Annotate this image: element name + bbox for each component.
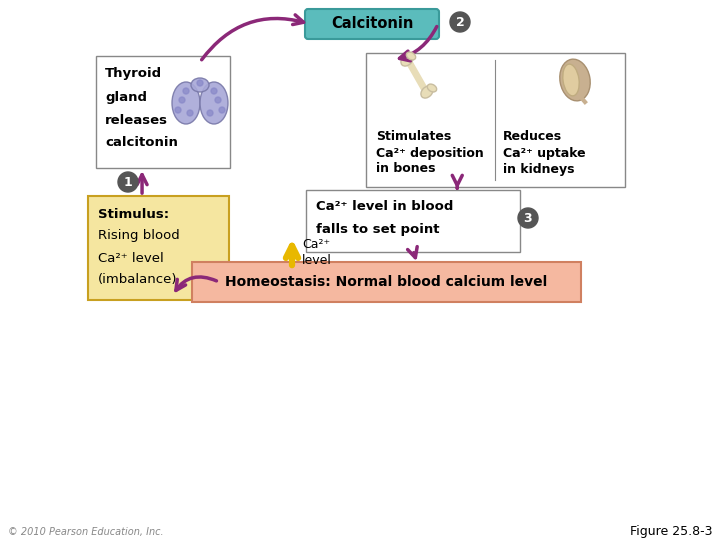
- Ellipse shape: [406, 52, 415, 60]
- Ellipse shape: [172, 82, 200, 124]
- Circle shape: [187, 110, 193, 116]
- Text: Homeostasis: Normal blood calcium level: Homeostasis: Normal blood calcium level: [225, 275, 548, 289]
- Text: releases: releases: [105, 113, 168, 126]
- Text: Ca²⁺ uptake: Ca²⁺ uptake: [503, 146, 585, 159]
- FancyBboxPatch shape: [366, 53, 625, 187]
- Circle shape: [183, 88, 189, 94]
- FancyBboxPatch shape: [306, 190, 520, 252]
- Circle shape: [518, 208, 538, 228]
- FancyBboxPatch shape: [305, 9, 439, 39]
- Ellipse shape: [428, 84, 436, 92]
- Text: Ca²⁺ deposition: Ca²⁺ deposition: [376, 146, 484, 159]
- Text: Ca²⁺ level in blood: Ca²⁺ level in blood: [316, 200, 454, 213]
- Circle shape: [207, 110, 213, 116]
- Circle shape: [175, 107, 181, 113]
- Text: Rising blood: Rising blood: [98, 230, 180, 242]
- Text: gland: gland: [105, 91, 147, 104]
- Circle shape: [219, 107, 225, 113]
- Text: calcitonin: calcitonin: [105, 137, 178, 150]
- Ellipse shape: [563, 64, 579, 96]
- FancyBboxPatch shape: [96, 56, 230, 168]
- Text: Stimulus:: Stimulus:: [98, 207, 169, 220]
- FancyBboxPatch shape: [88, 196, 229, 300]
- Text: 2: 2: [456, 16, 464, 29]
- Circle shape: [197, 80, 203, 86]
- Text: in bones: in bones: [376, 163, 436, 176]
- Text: 3: 3: [523, 212, 532, 225]
- Text: Reduces: Reduces: [503, 131, 562, 144]
- Ellipse shape: [559, 59, 590, 101]
- Text: © 2010 Pearson Education, Inc.: © 2010 Pearson Education, Inc.: [8, 527, 163, 537]
- Text: falls to set point: falls to set point: [316, 222, 439, 235]
- Circle shape: [215, 97, 221, 103]
- Circle shape: [211, 88, 217, 94]
- Ellipse shape: [200, 82, 228, 124]
- Text: Calcitonin: Calcitonin: [330, 17, 413, 31]
- Circle shape: [179, 97, 185, 103]
- Ellipse shape: [421, 86, 433, 98]
- Text: Ca²⁺ level: Ca²⁺ level: [98, 252, 163, 265]
- Text: (imbalance): (imbalance): [98, 273, 178, 287]
- Circle shape: [450, 12, 470, 32]
- Text: Figure 25.8-3: Figure 25.8-3: [629, 525, 712, 538]
- Ellipse shape: [401, 54, 413, 66]
- Circle shape: [118, 172, 138, 192]
- Text: Thyroid: Thyroid: [105, 68, 162, 80]
- Text: in kidneys: in kidneys: [503, 163, 575, 176]
- Text: 1: 1: [124, 176, 132, 188]
- Ellipse shape: [191, 78, 209, 92]
- FancyBboxPatch shape: [192, 262, 581, 302]
- Text: Ca²⁺
level: Ca²⁺ level: [302, 238, 332, 267]
- Text: Stimulates: Stimulates: [376, 131, 451, 144]
